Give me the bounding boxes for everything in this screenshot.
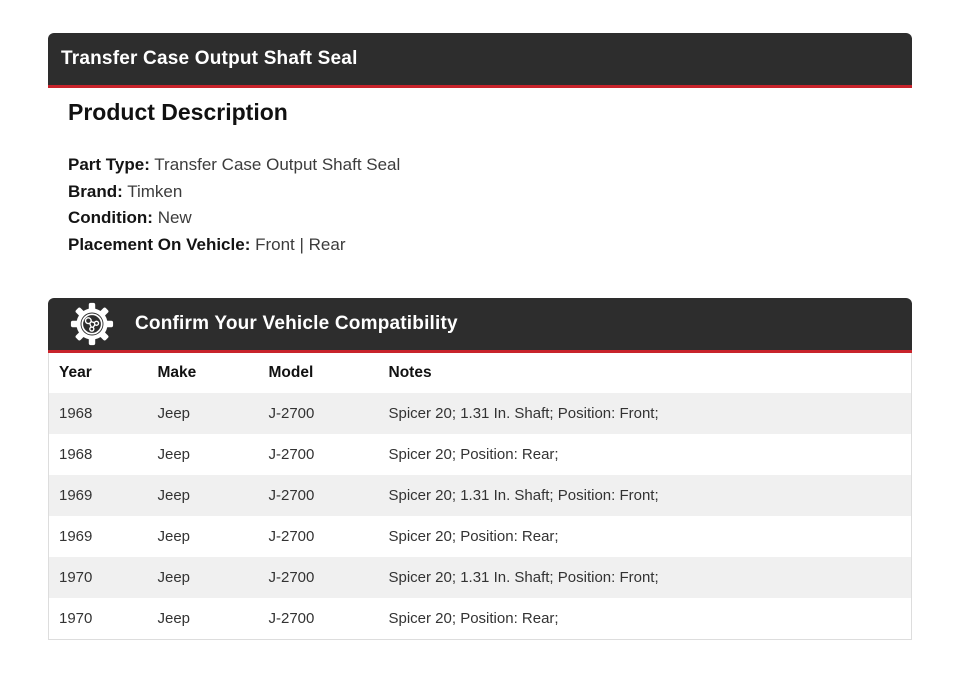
cell-model: J-2700 <box>268 446 315 463</box>
column-header-notes: Notes <box>378 353 912 393</box>
table-row: 1970 Jeep J-2700 Spicer 20; Position: Re… <box>48 598 912 639</box>
cell-notes: Spicer 20; Position: Rear; <box>388 528 559 545</box>
cell-notes: Spicer 20; Position: Rear; <box>388 446 559 463</box>
table-header-row: Year Make Model Notes <box>48 353 912 393</box>
attribute-row-brand: Brand: Timken <box>68 179 912 206</box>
attribute-label: Brand: <box>68 181 123 201</box>
cell-notes: Spicer 20; 1.31 In. Shaft; Position: Fro… <box>388 487 659 504</box>
cell-model: J-2700 <box>268 405 315 422</box>
cell-model: J-2700 <box>268 569 315 586</box>
cell-notes: Spicer 20; Position: Rear; <box>388 609 559 627</box>
table-row: 1970 Jeep J-2700 Spicer 20; 1.31 In. Sha… <box>48 557 912 598</box>
product-title-bar: Transfer Case Output Shaft Seal <box>48 33 912 88</box>
cell-year: 1970 <box>59 569 93 586</box>
cell-make: Jeep <box>157 405 191 422</box>
attribute-label: Condition: <box>68 208 153 227</box>
attribute-label: Part Type: <box>68 155 150 174</box>
column-header-year: Year <box>48 353 148 393</box>
compatibility-table-body: 1968 Jeep J-2700 Spicer 20; 1.31 In. Sha… <box>48 393 912 639</box>
product-title: Transfer Case Output Shaft Seal <box>61 48 358 69</box>
compatibility-section: Confirm Your Vehicle Compatibility Year … <box>48 298 912 640</box>
cell-make: Jeep <box>157 528 191 545</box>
compatibility-header-bar: Confirm Your Vehicle Compatibility <box>48 298 912 353</box>
gear-icon <box>70 302 114 346</box>
cell-notes: Spicer 20; 1.31 In. Shaft; Position: Fro… <box>388 405 659 422</box>
compatibility-table: Year Make Model Notes 1968 Jeep J-2700 S… <box>48 353 912 640</box>
cell-year: 1968 <box>59 405 93 422</box>
product-description: Product Description Part Type: Transfer … <box>48 88 912 258</box>
attribute-row-condition: Condition: New <box>68 205 912 232</box>
table-row: 1969 Jeep J-2700 Spicer 20; Position: Re… <box>48 516 912 557</box>
attribute-row-placement: Placement On Vehicle: Front | Rear <box>68 232 912 259</box>
product-attributes: Part Type: Transfer Case Output Shaft Se… <box>68 152 912 258</box>
attribute-value: Front | Rear <box>255 234 346 254</box>
attribute-value: Timken <box>127 181 183 201</box>
attribute-value: Transfer Case Output Shaft Seal <box>154 155 401 174</box>
cell-make: Jeep <box>157 569 191 586</box>
cell-year: 1969 <box>59 528 93 545</box>
attribute-row-part-type: Part Type: Transfer Case Output Shaft Se… <box>68 152 912 179</box>
cell-model: J-2700 <box>268 487 315 504</box>
cell-make: Jeep <box>157 487 191 504</box>
attribute-label: Placement On Vehicle: <box>68 234 251 254</box>
table-row: 1968 Jeep J-2700 Spicer 20; 1.31 In. Sha… <box>48 393 912 434</box>
cell-year: 1970 <box>59 609 93 627</box>
cell-make: Jeep <box>157 609 191 627</box>
product-title-section: Transfer Case Output Shaft Seal Product … <box>48 33 912 258</box>
cell-model: J-2700 <box>268 609 315 627</box>
product-description-heading: Product Description <box>68 99 288 125</box>
cell-year: 1969 <box>59 487 93 504</box>
cell-model: J-2700 <box>268 528 315 545</box>
cell-notes: Spicer 20; 1.31 In. Shaft; Position: Fro… <box>388 569 659 586</box>
compatibility-title: Confirm Your Vehicle Compatibility <box>135 313 458 334</box>
column-header-model: Model <box>258 353 379 393</box>
column-header-make: Make <box>147 353 259 393</box>
table-row: 1968 Jeep J-2700 Spicer 20; Position: Re… <box>48 434 912 475</box>
listing-page: Transfer Case Output Shaft Seal Product … <box>48 33 912 640</box>
table-row: 1969 Jeep J-2700 Spicer 20; 1.31 In. Sha… <box>48 475 912 516</box>
cell-year: 1968 <box>59 446 93 463</box>
attribute-value: New <box>157 208 192 227</box>
cell-make: Jeep <box>157 446 191 463</box>
